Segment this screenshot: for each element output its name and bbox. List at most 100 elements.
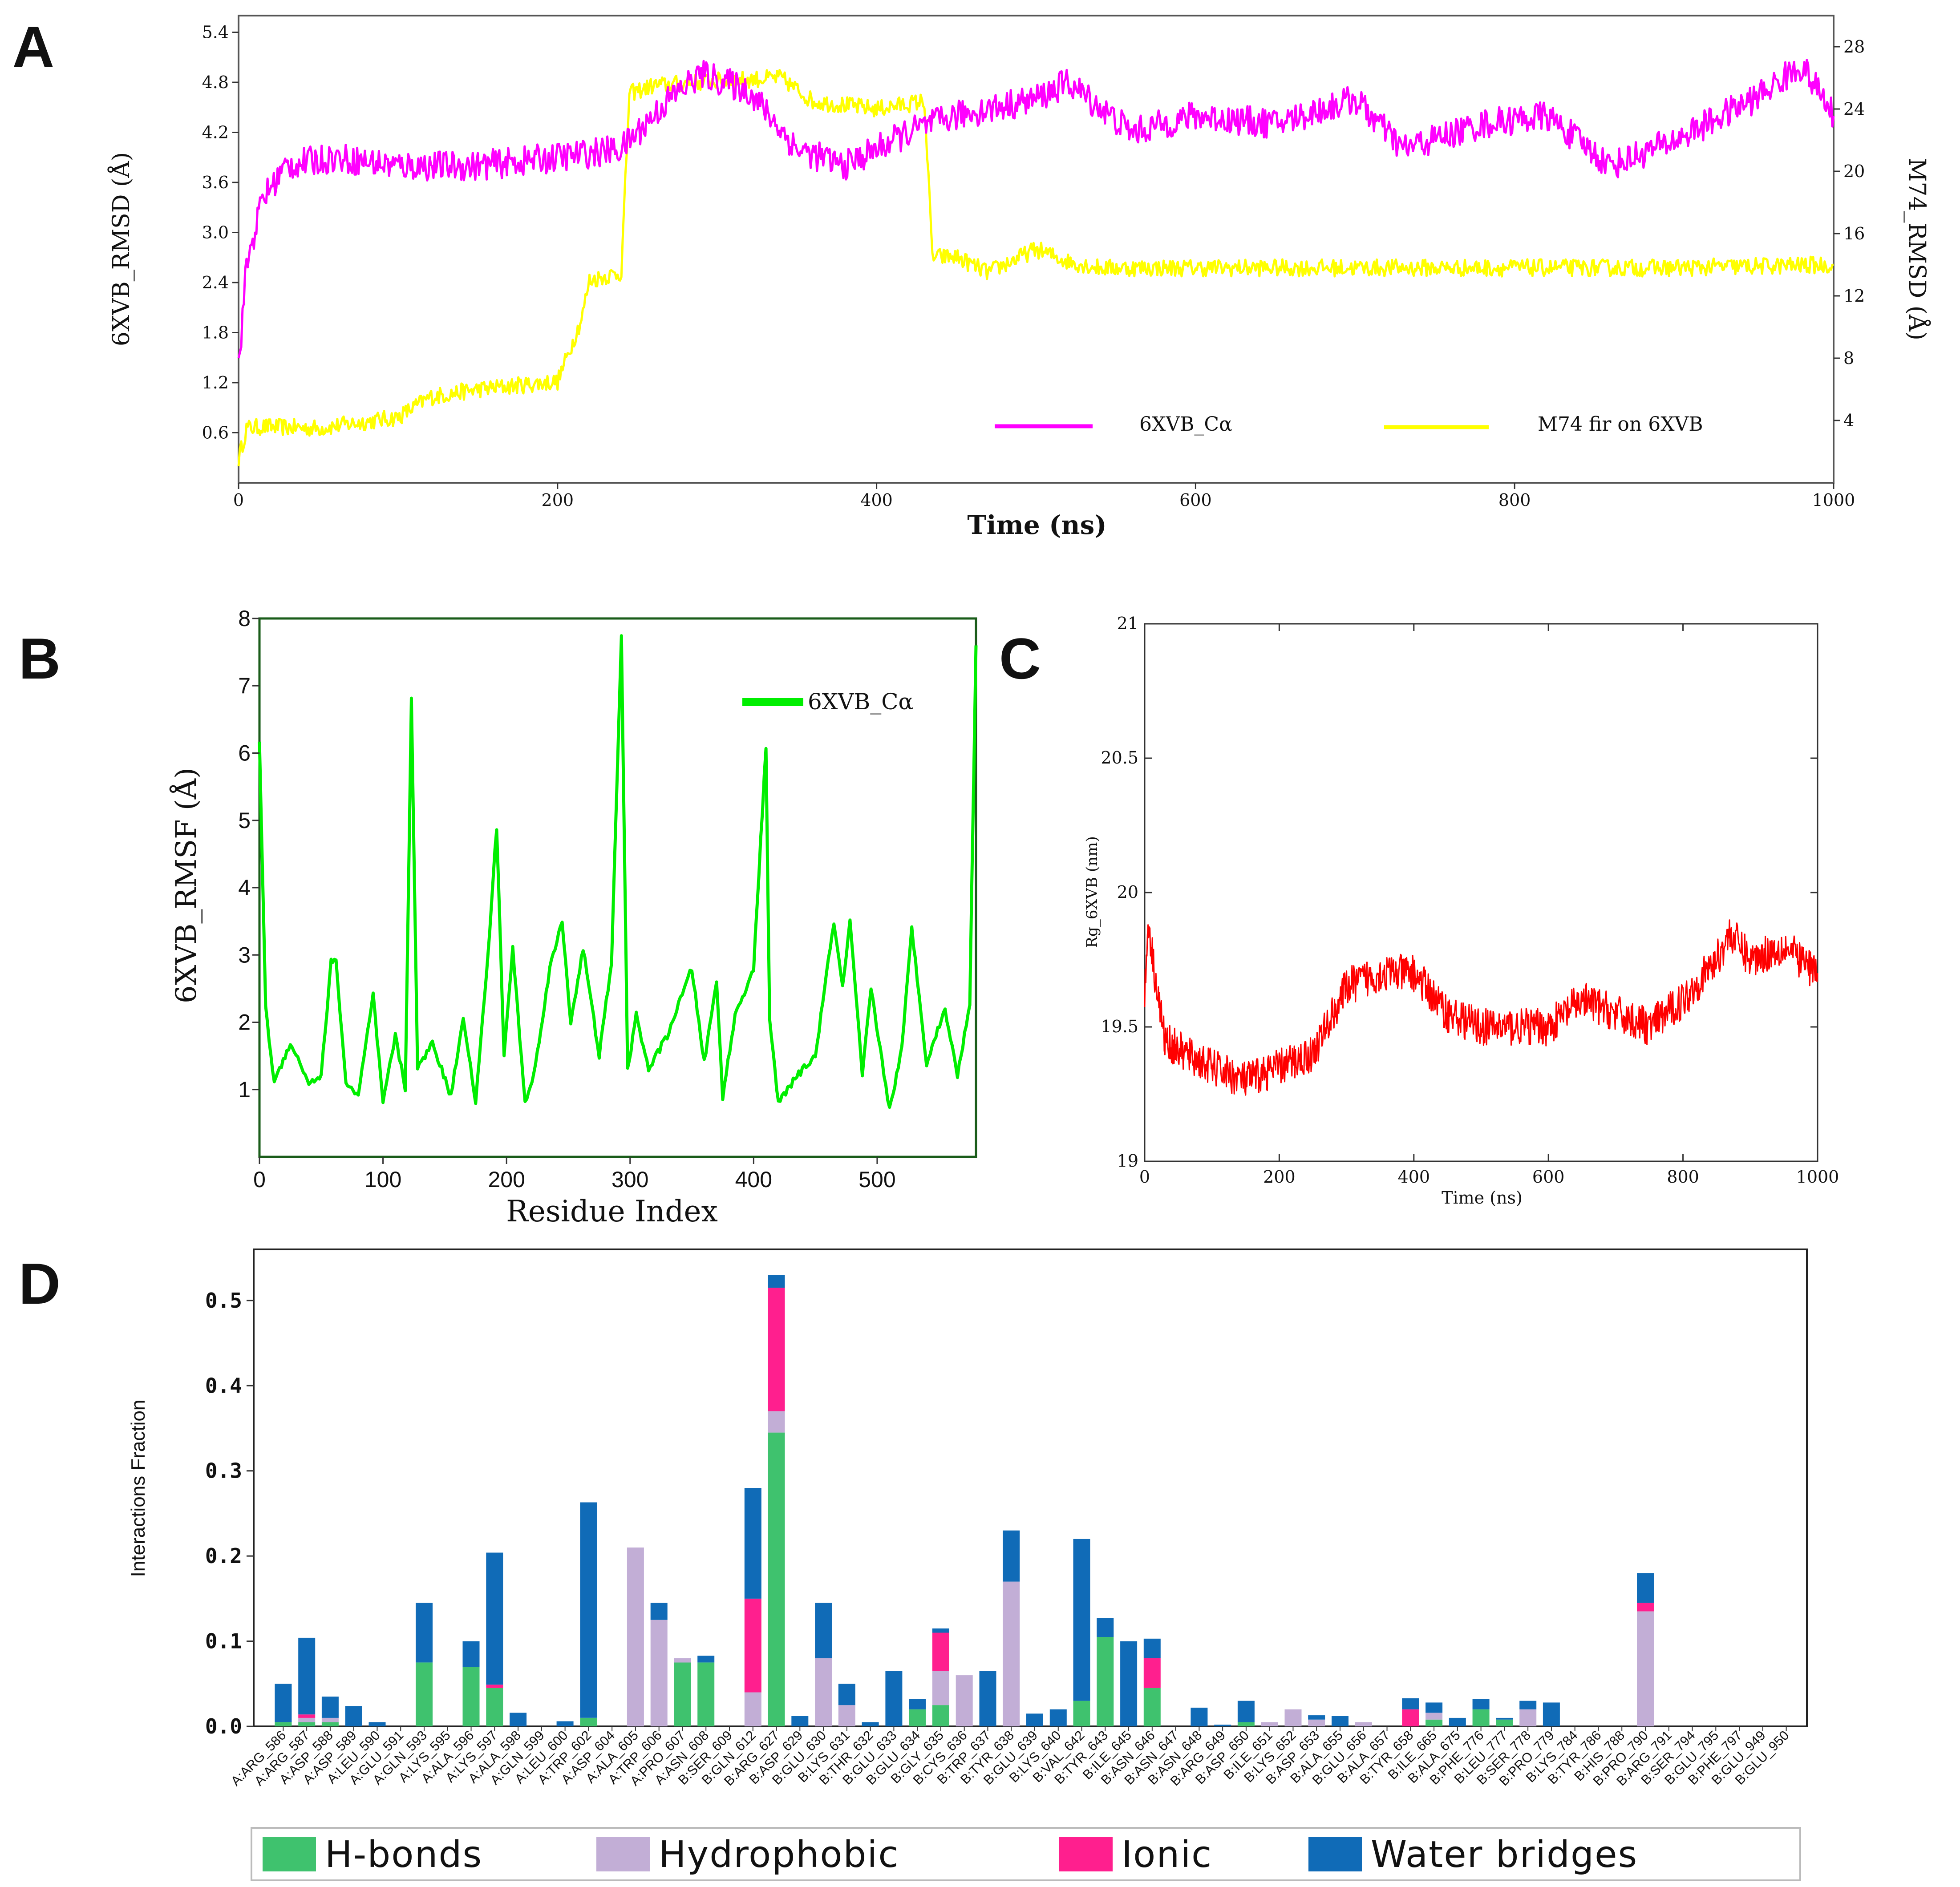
y-tick-label-right: 8 (1843, 348, 1854, 368)
y-tick-label: 0.4 (205, 1374, 242, 1398)
panel-d-legend-box (251, 1827, 1801, 1881)
panel-d-legend: H-bonds Hydrophobic Ionic Water bridges (251, 1827, 1801, 1881)
bar-segment-water-bridges (1425, 1702, 1443, 1713)
x-tick-label: 1000 (1796, 1167, 1839, 1187)
bar-segment-water-bridges (932, 1628, 949, 1633)
bar-segment-hydrophobic (956, 1675, 973, 1726)
y-tick-label: 0.5 (205, 1289, 242, 1313)
y-tick-label: 19.5 (1101, 1017, 1138, 1036)
bar-segment-water-bridges (462, 1641, 480, 1667)
panel-letter-c: C (999, 626, 1041, 691)
panel-b-legend: 6XVB_Cα (742, 689, 913, 715)
y-tick-label-left: 3.0 (202, 223, 229, 242)
y-tick-label: 0.3 (205, 1459, 242, 1483)
bar-segment-water-bridges (1496, 1717, 1513, 1720)
bar-segment-water-bridges (768, 1275, 785, 1288)
bar-segment-ionic (768, 1288, 785, 1411)
bar-segment-hydrophobic (1637, 1611, 1654, 1726)
bar-segment-hydrophobic (744, 1692, 761, 1726)
panel-b-x-axis-label: Residue Index (506, 1194, 718, 1228)
bar-segment-water-bridges (1332, 1716, 1349, 1726)
panel-d-interactions-chart: 0.00.10.20.30.40.5 A:ARG_586A:ARG_587A:A… (127, 1249, 1808, 1881)
bar-segment-h-bonds (275, 1722, 292, 1726)
y-tick-label: 19 (1117, 1151, 1138, 1171)
bar-segment-water-bridges (909, 1699, 926, 1709)
x-tick-label: 200 (542, 490, 574, 510)
y-tick-label-left: 1.2 (202, 373, 229, 392)
panel-a-rmsd-chart: 0 200 400 600 800 1000 0.6 1.2 1.8 2.4 3.0 3.6 4.2 4… (107, 15, 1931, 540)
legend-label-h-bonds: H-bonds (325, 1834, 482, 1876)
y-tick-label-right: 20 (1843, 162, 1865, 181)
y-tick-label: 0.1 (205, 1629, 242, 1653)
y-tick-label-left: 4.8 (202, 73, 229, 92)
bar-segment-water-bridges (1637, 1573, 1654, 1603)
bar-segment-water-bridges (1519, 1701, 1537, 1709)
series-line-6xvb-ca (237, 59, 1835, 359)
bar-segment-hydrophobic (1308, 1719, 1325, 1726)
legend-swatch-water-bridges (1308, 1837, 1362, 1871)
x-tick-label: 600 (1532, 1167, 1565, 1187)
y-tick-label: 8 (238, 606, 251, 631)
y-tick-label-left: 3.6 (202, 173, 229, 192)
bar-segment-hydrophobic (838, 1705, 855, 1726)
x-tick-label: 600 (1179, 490, 1212, 510)
x-tick-label: 300 (611, 1167, 648, 1192)
bar-segment-water-bridges (580, 1502, 597, 1718)
bar-segment-h-bonds (768, 1432, 785, 1726)
bar-segment-h-bonds (909, 1709, 926, 1726)
y-tick-label-left: 1.8 (202, 323, 229, 343)
y-tick-label: 4 (238, 875, 251, 900)
y-tick-label-left: 4.2 (202, 123, 229, 142)
bar-segment-water-bridges (838, 1684, 855, 1705)
x-tick-label: 0 (1139, 1167, 1150, 1187)
y-tick-label: 21 (1117, 614, 1138, 633)
bar-segment-h-bonds (486, 1688, 503, 1726)
legend-label-ionic: Ionic (1122, 1834, 1212, 1876)
bar-segment-water-bridges (1003, 1530, 1020, 1582)
y-tick-label-left: 2.4 (202, 273, 229, 292)
bar-segment-water-bridges (1026, 1713, 1043, 1726)
bar-segment-h-bonds (932, 1705, 949, 1726)
bar-segment-h-bonds (416, 1662, 433, 1726)
bar-segment-hydrophobic (627, 1548, 644, 1726)
bar-segment-hydrophobic (1355, 1722, 1372, 1726)
bar-segment-water-bridges (885, 1671, 903, 1726)
legend-label-6xvb-ca-rmsf: 6XVB_Cα (808, 689, 913, 715)
bar-segment-hydrophobic (1425, 1713, 1443, 1720)
x-tick-label: 500 (859, 1167, 895, 1192)
bar-segment-water-bridges (486, 1552, 503, 1685)
bar-segment-ionic (744, 1598, 761, 1693)
legend-swatch-h-bonds (263, 1837, 316, 1871)
bar-segment-water-bridges (862, 1722, 879, 1726)
bar-segment-water-bridges (1073, 1539, 1090, 1701)
panel-letter-a: A (12, 14, 54, 79)
bar-segment-water-bridges (1449, 1717, 1466, 1726)
bar-segment-h-bonds (298, 1722, 316, 1726)
panel-a-x-axis-label: Time (ns) (967, 510, 1106, 540)
legend-label-water-bridges: Water bridges (1371, 1834, 1638, 1876)
bar-segment-hydrophobic (298, 1717, 316, 1722)
bar-segment-ionic (486, 1685, 503, 1688)
y-tick-label: 20 (1117, 882, 1138, 902)
series-line-rmsf (258, 634, 978, 1109)
bar-segment-water-bridges (1237, 1701, 1255, 1722)
bar-segment-water-bridges (815, 1603, 832, 1658)
bar-segment-hydrophobic (1284, 1709, 1302, 1726)
panel-a-legend: 6XVB_Cα M74 fir on 6XVB (995, 413, 1703, 436)
bar-segment-ionic (1143, 1658, 1161, 1688)
bar-segment-water-bridges (345, 1706, 362, 1726)
bar-segment-ionic (1402, 1709, 1419, 1726)
x-tick-label: 800 (1498, 490, 1531, 510)
x-tick-label: 100 (364, 1167, 401, 1192)
y-tick-label: 20.5 (1101, 748, 1138, 768)
x-tick-label: 200 (1263, 1167, 1296, 1187)
bar-segment-h-bonds (321, 1722, 339, 1726)
bar-segment-water-bridges (1214, 1725, 1231, 1726)
x-tick-label: 400 (860, 490, 893, 510)
bar-segment-water-bridges (1049, 1709, 1067, 1726)
panel-a-plot-frame (238, 15, 1834, 484)
x-tick-label: 0 (253, 1167, 266, 1192)
bar-segment-h-bonds (1097, 1637, 1114, 1726)
